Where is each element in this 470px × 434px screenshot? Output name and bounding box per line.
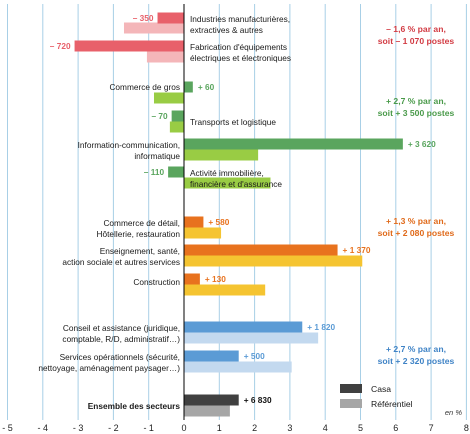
bar-casa: [184, 216, 204, 228]
value-label: + 1 820: [307, 322, 335, 332]
bar-referentiel: [153, 92, 184, 104]
category-label: Commerce de détail,: [103, 218, 180, 228]
category-label: informatique: [134, 151, 180, 161]
group-annotation: + 2,7 % par an,: [386, 96, 446, 106]
x-tick-label: 8: [464, 423, 469, 433]
value-label: + 130: [205, 274, 226, 284]
bar-casa: [171, 110, 184, 122]
bar-casa: [184, 273, 200, 285]
bar-referentiel: [169, 121, 184, 133]
group-annotation: soit + 2 320 postes: [378, 356, 455, 366]
value-label: + 580: [208, 217, 229, 227]
group-annotation: soit + 2 080 postes: [378, 228, 455, 238]
value-label: – 720: [50, 41, 71, 51]
category-label: Services opérationnels (sécurité,: [60, 352, 180, 362]
x-tick-label: - 4: [38, 423, 49, 433]
bar-referentiel: [184, 284, 266, 296]
x-tick-label: - 5: [2, 423, 13, 433]
legend-swatch: [340, 384, 362, 393]
bar-casa: [184, 321, 303, 333]
category-label: Industries manufacturières,: [190, 14, 290, 24]
x-tick-label: 0: [181, 423, 186, 433]
bar-casa: [184, 138, 403, 150]
bar-casa: [74, 40, 184, 52]
x-tick-label: 1: [217, 423, 222, 433]
x-tick-label: 7: [429, 423, 434, 433]
category-label: action sociale et autres services: [62, 257, 180, 267]
group-annotation: – 1,6 % par an,: [386, 24, 446, 34]
x-tick-label: 4: [323, 423, 328, 433]
value-label: + 60: [198, 82, 215, 92]
bar-casa: [157, 12, 184, 24]
group-annotation: + 1,3 % par an,: [386, 216, 446, 226]
value-label: – 350: [133, 13, 154, 23]
x-tick-label: 5: [358, 423, 363, 433]
bar-casa: [168, 166, 184, 178]
value-label: – 70: [151, 111, 168, 121]
category-label: Transports et logistique: [190, 117, 276, 127]
x-tick-label: 2: [252, 423, 257, 433]
category-label: financière et d'assurance: [190, 179, 282, 189]
category-label: Fabrication d'équipements: [190, 42, 287, 52]
bar-referentiel: [184, 149, 259, 161]
category-label: extractives & autres: [190, 25, 263, 35]
group-annotation: soit – 1 070 postes: [378, 36, 455, 46]
value-label: + 3 620: [408, 139, 436, 149]
unit-label: en %: [445, 408, 462, 417]
legend-label: Casa: [371, 384, 391, 394]
category-label: Ensemble des secteurs: [88, 401, 181, 411]
legend-swatch: [340, 399, 362, 408]
bar-referentiel: [184, 227, 222, 239]
group-annotation: + 2,7 % par an,: [386, 344, 446, 354]
x-tick-label: - 1: [143, 423, 154, 433]
bar-referentiel: [184, 177, 271, 189]
bar-referentiel: [184, 332, 319, 344]
legend-label: Référentiel: [371, 399, 413, 409]
x-tick-label: 6: [393, 423, 398, 433]
bar-referentiel: [184, 405, 230, 417]
category-label: Conseil et assistance (juridique,: [63, 323, 180, 333]
category-label: Activité immobilière,: [190, 168, 264, 178]
bar-casa: [184, 81, 193, 93]
bar-referentiel: [184, 361, 292, 373]
bar-referentiel: [184, 255, 363, 267]
category-label: Information-communication,: [78, 140, 180, 150]
category-label: électriques et électroniques: [190, 53, 291, 63]
bar-casa: [184, 350, 239, 362]
bar-casa: [184, 394, 239, 406]
category-label: Construction: [133, 277, 180, 287]
value-label: + 1 370: [343, 245, 371, 255]
x-tick-label: 3: [287, 423, 292, 433]
value-label: + 500: [244, 351, 265, 361]
bar-casa: [184, 244, 338, 256]
value-label: + 6 830: [244, 395, 272, 405]
group-annotation: soit + 3 500 postes: [378, 108, 455, 118]
x-tick-label: - 3: [73, 423, 84, 433]
bar-referentiel: [123, 22, 184, 34]
bar-referentiel: [146, 51, 184, 63]
category-label: Commerce de gros: [109, 82, 180, 92]
x-tick-label: - 2: [108, 423, 119, 433]
category-label: Enseignement, santé,: [100, 246, 180, 256]
category-label: Hôtellerie, restauration: [97, 229, 181, 239]
value-label: – 110: [144, 167, 165, 177]
category-label: nettoyage, aménagement paysager…): [38, 363, 180, 373]
category-label: comptable, R/D, administratif…): [62, 334, 180, 344]
